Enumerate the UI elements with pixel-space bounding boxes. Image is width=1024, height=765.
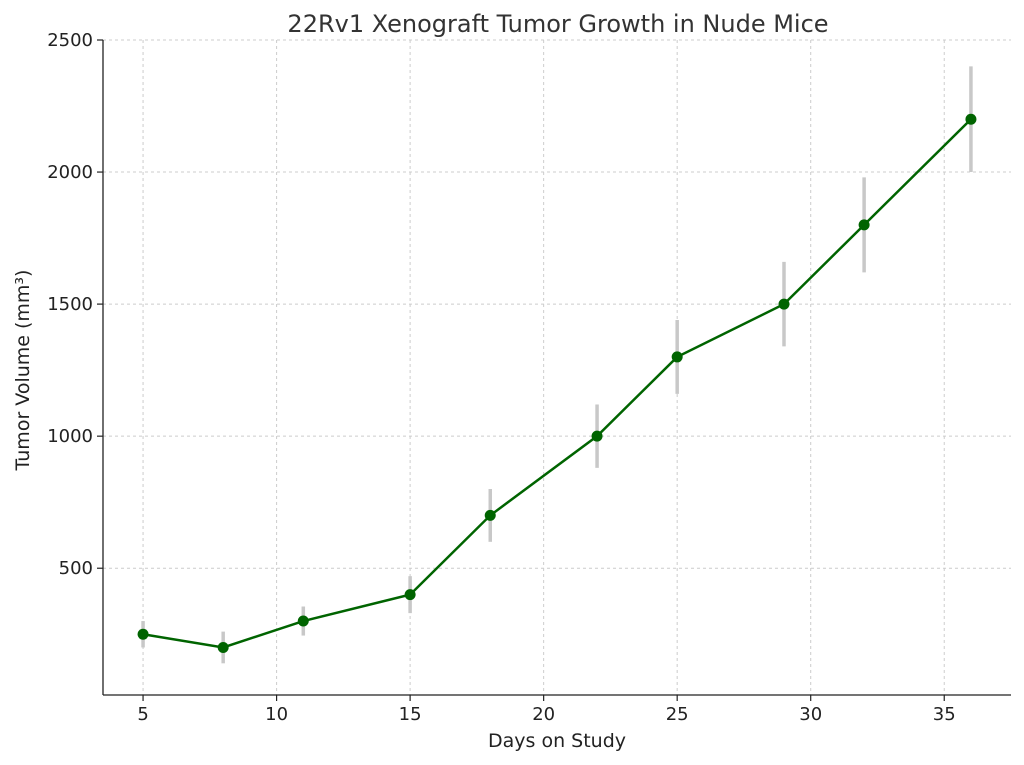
y-axis-label: Tumor Volume (mm³): [12, 270, 34, 472]
x-tick-label: 20: [532, 704, 555, 725]
x-tick-label: 35: [933, 704, 956, 725]
series-line: [142, 118, 972, 649]
x-axis-label: Days on Study: [488, 730, 626, 752]
y-tick-label: 2000: [47, 162, 93, 183]
data-point: [671, 351, 683, 363]
data-point: [591, 430, 603, 442]
y-tick-label: 1500: [47, 294, 93, 315]
x-tick-label: 10: [265, 704, 288, 725]
grid-lines: [103, 39, 1011, 695]
y-tick-label: 500: [59, 558, 93, 579]
x-axis-ticks: 5 10 15 20 25 30 35: [137, 695, 956, 725]
x-tick-label: 25: [666, 704, 689, 725]
x-tick-label: 15: [399, 704, 422, 725]
data-points: [137, 113, 977, 653]
y-tick-label: 1000: [47, 426, 93, 447]
data-point: [404, 589, 416, 601]
y-tick-label: 2500: [47, 30, 93, 51]
error-bars: [141, 66, 973, 664]
data-point: [217, 641, 229, 653]
x-tick-label: 30: [799, 704, 822, 725]
data-point: [484, 509, 496, 521]
x-tick-label: 5: [137, 704, 148, 725]
data-point: [858, 219, 870, 231]
chart-title: 22Rv1 Xenograft Tumor Growth in Nude Mic…: [287, 10, 828, 38]
data-point: [297, 615, 309, 627]
data-point: [778, 298, 790, 310]
data-point: [137, 628, 149, 640]
y-axis-ticks: 500 1000 1500 2000 2500: [47, 30, 103, 579]
data-point: [965, 113, 977, 125]
